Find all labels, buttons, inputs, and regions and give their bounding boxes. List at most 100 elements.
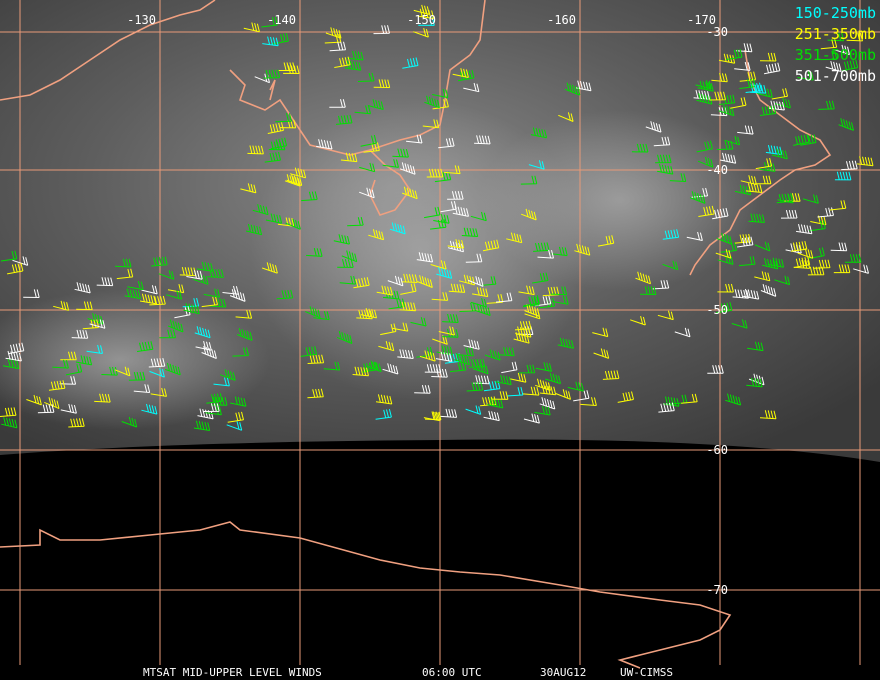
legend-entry: 150-250mb [795,4,876,22]
wind-barb [528,160,545,170]
wind-barb [514,320,532,331]
wind-barb [780,209,798,219]
wind-barb [845,254,862,263]
wind-barb [771,88,788,100]
wind-barb [335,114,353,125]
wind-barb [230,396,247,407]
wind-barb [442,313,459,323]
wind-barb [353,277,370,289]
wind-barb [344,60,362,71]
wind-barb [486,293,504,304]
wind-barb [203,288,221,298]
wind-barb [487,397,504,409]
wind-barb [444,165,461,175]
wind-barb [537,249,554,259]
wind-barb [8,342,25,355]
wind-barb [213,377,230,387]
wind-barb [459,302,476,312]
wind-barb [360,134,377,147]
wind-barb [278,62,296,71]
wind-barb [413,27,429,38]
wind-barb [245,223,263,236]
wind-barb [472,287,489,298]
wind-barb [734,184,752,196]
wind-barb [820,50,838,61]
wind-barb [65,363,83,376]
wind-barb [807,266,825,276]
wind-barb [382,158,399,168]
coastline [369,0,486,151]
wind-barb [337,259,354,268]
wind-barb [818,100,835,110]
wind-barb [754,271,771,282]
wind-barb [652,279,670,290]
wind-barb [797,248,814,259]
wind-barb [357,72,375,82]
wind-barb [375,394,393,405]
wind-barb [440,200,457,213]
wind-barb [759,105,777,116]
wind-barb [375,408,392,420]
wind-barb [726,48,743,60]
wind-barb [697,156,714,168]
wind-barb [267,122,284,134]
wind-barb [558,112,574,122]
wind-barb [305,306,321,319]
wind-barb [520,175,538,185]
latitude-label: -30 [706,25,728,39]
coastline [229,69,411,216]
wind-barb [472,361,489,375]
wind-barb [484,349,501,361]
wind-barb [430,219,447,230]
wind-barb [776,193,794,204]
wind-barb [53,300,70,311]
wind-barb [734,233,752,244]
wind-barb [380,323,397,336]
wind-barb [206,393,223,404]
wind-barb [506,386,524,397]
labels: -130 -140 -150 -160 -170-30 -40 -50 -60 -70 150-2… [127,4,876,679]
wind-barb [174,306,191,319]
wind-barb [265,213,283,224]
wind-barb [710,107,728,117]
wind-barb [436,267,453,279]
footer-text: 06:00 UTC [422,666,482,679]
wind-barb [720,242,737,253]
wind-barb [834,171,852,181]
wind-barb [133,384,151,393]
wind-barb [101,366,118,376]
wind-barb [739,78,756,89]
latitude-label: -40 [706,163,728,177]
wind-barb [137,341,154,352]
wind-barb [392,148,409,158]
wind-barb [580,397,597,406]
wind-barb [719,152,737,164]
wind-barb [749,84,767,94]
wind-barb [674,327,691,338]
wind-barb [745,183,763,193]
wind-barb [243,22,260,33]
wind-barb [195,340,212,351]
wind-barb [52,359,69,369]
wind-barb [689,191,706,204]
wind-barb [725,393,742,406]
wind-barb [737,236,754,248]
wind-barb [533,242,550,252]
longitude-label: -140 [267,13,296,27]
wind-barb [735,43,753,53]
wind-barb [340,152,358,163]
wind-barb [316,139,333,150]
wind-barb [717,283,734,293]
wind-barb [755,157,773,170]
wind-barb [764,62,781,75]
wind-barb [399,162,416,175]
wind-barb [759,52,777,62]
longitude-label: -160 [547,13,576,27]
wind-barb [289,167,307,179]
wind-barb [465,405,482,415]
wind-barb [272,33,289,45]
wind-barb [60,403,77,414]
wind-barb [23,289,40,298]
wind-barb [790,240,808,252]
wind-barb [686,231,703,241]
